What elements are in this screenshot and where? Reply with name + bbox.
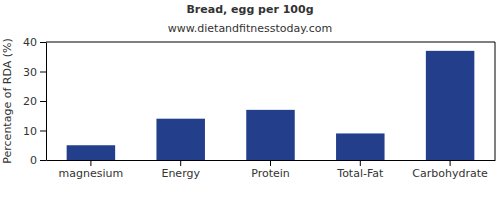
x-tick-label: magnesium: [59, 167, 124, 180]
y-tick-label: 0: [30, 154, 37, 167]
y-axis-line: [46, 43, 47, 161]
subtitle: www.dietandfitnesstoday.com: [168, 22, 332, 35]
frame: [46, 42, 495, 43]
y-tick-mark: [40, 72, 46, 73]
x-tick-mark: [270, 160, 271, 166]
y-axis-title: Percentage of RDA (%): [1, 38, 14, 163]
y-axis: 0 10 20 30 40: [23, 36, 47, 167]
y-tick-mark: [40, 42, 46, 43]
x-tick-mark: [90, 160, 91, 166]
y-tick: 10: [23, 125, 46, 138]
x-tick: Total-Fat: [336, 160, 384, 180]
x-axis: magnesium Energy Protein Total-Fat Carbohydr…: [47, 160, 496, 180]
frame: [495, 42, 496, 160]
x-tick-label: Total-Fat: [336, 167, 384, 180]
y-tick-label: 10: [23, 125, 37, 138]
plot: 0 10 20 30 40 magnesium Energy Protein Total-Fat…: [23, 36, 496, 180]
bar: [426, 51, 474, 160]
bar: [156, 119, 204, 160]
bar: [67, 145, 115, 160]
bar: [246, 110, 294, 160]
x-tick-label: Carbohydrate: [412, 167, 488, 180]
chart: Bread, egg per 100g www.dietandfitnesstod…: [0, 0, 500, 200]
x-tick-label: Energy: [161, 167, 200, 180]
title: Bread, egg per 100g: [186, 3, 313, 16]
y-tick: 30: [23, 66, 46, 79]
x-tick-mark: [450, 160, 451, 166]
y-tick-label: 40: [23, 36, 37, 49]
y-tick-mark: [40, 160, 46, 161]
x-tick-mark: [180, 160, 181, 166]
y-tick-mark: [40, 101, 46, 102]
x-tick-label: Protein: [251, 167, 290, 180]
y-tick-label: 20: [23, 95, 37, 108]
x-tick: magnesium: [59, 160, 124, 180]
y-tick: 40: [23, 36, 46, 49]
bar: [336, 133, 384, 160]
x-tick-mark: [360, 160, 361, 166]
x-tick: Protein: [251, 160, 290, 180]
y-tick: 20: [23, 95, 46, 108]
y-tick-label: 30: [23, 66, 37, 79]
y-tick: 0: [30, 154, 46, 167]
bars: [67, 51, 475, 160]
x-tick: Energy: [161, 160, 200, 180]
x-tick: Carbohydrate: [412, 160, 488, 180]
y-tick-mark: [40, 131, 46, 132]
